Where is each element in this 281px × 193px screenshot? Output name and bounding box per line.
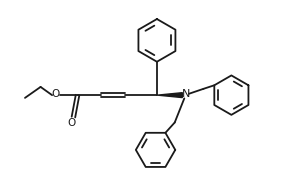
Polygon shape xyxy=(157,93,182,98)
Text: O: O xyxy=(67,118,75,128)
Text: N: N xyxy=(182,89,191,99)
Text: O: O xyxy=(51,89,59,99)
